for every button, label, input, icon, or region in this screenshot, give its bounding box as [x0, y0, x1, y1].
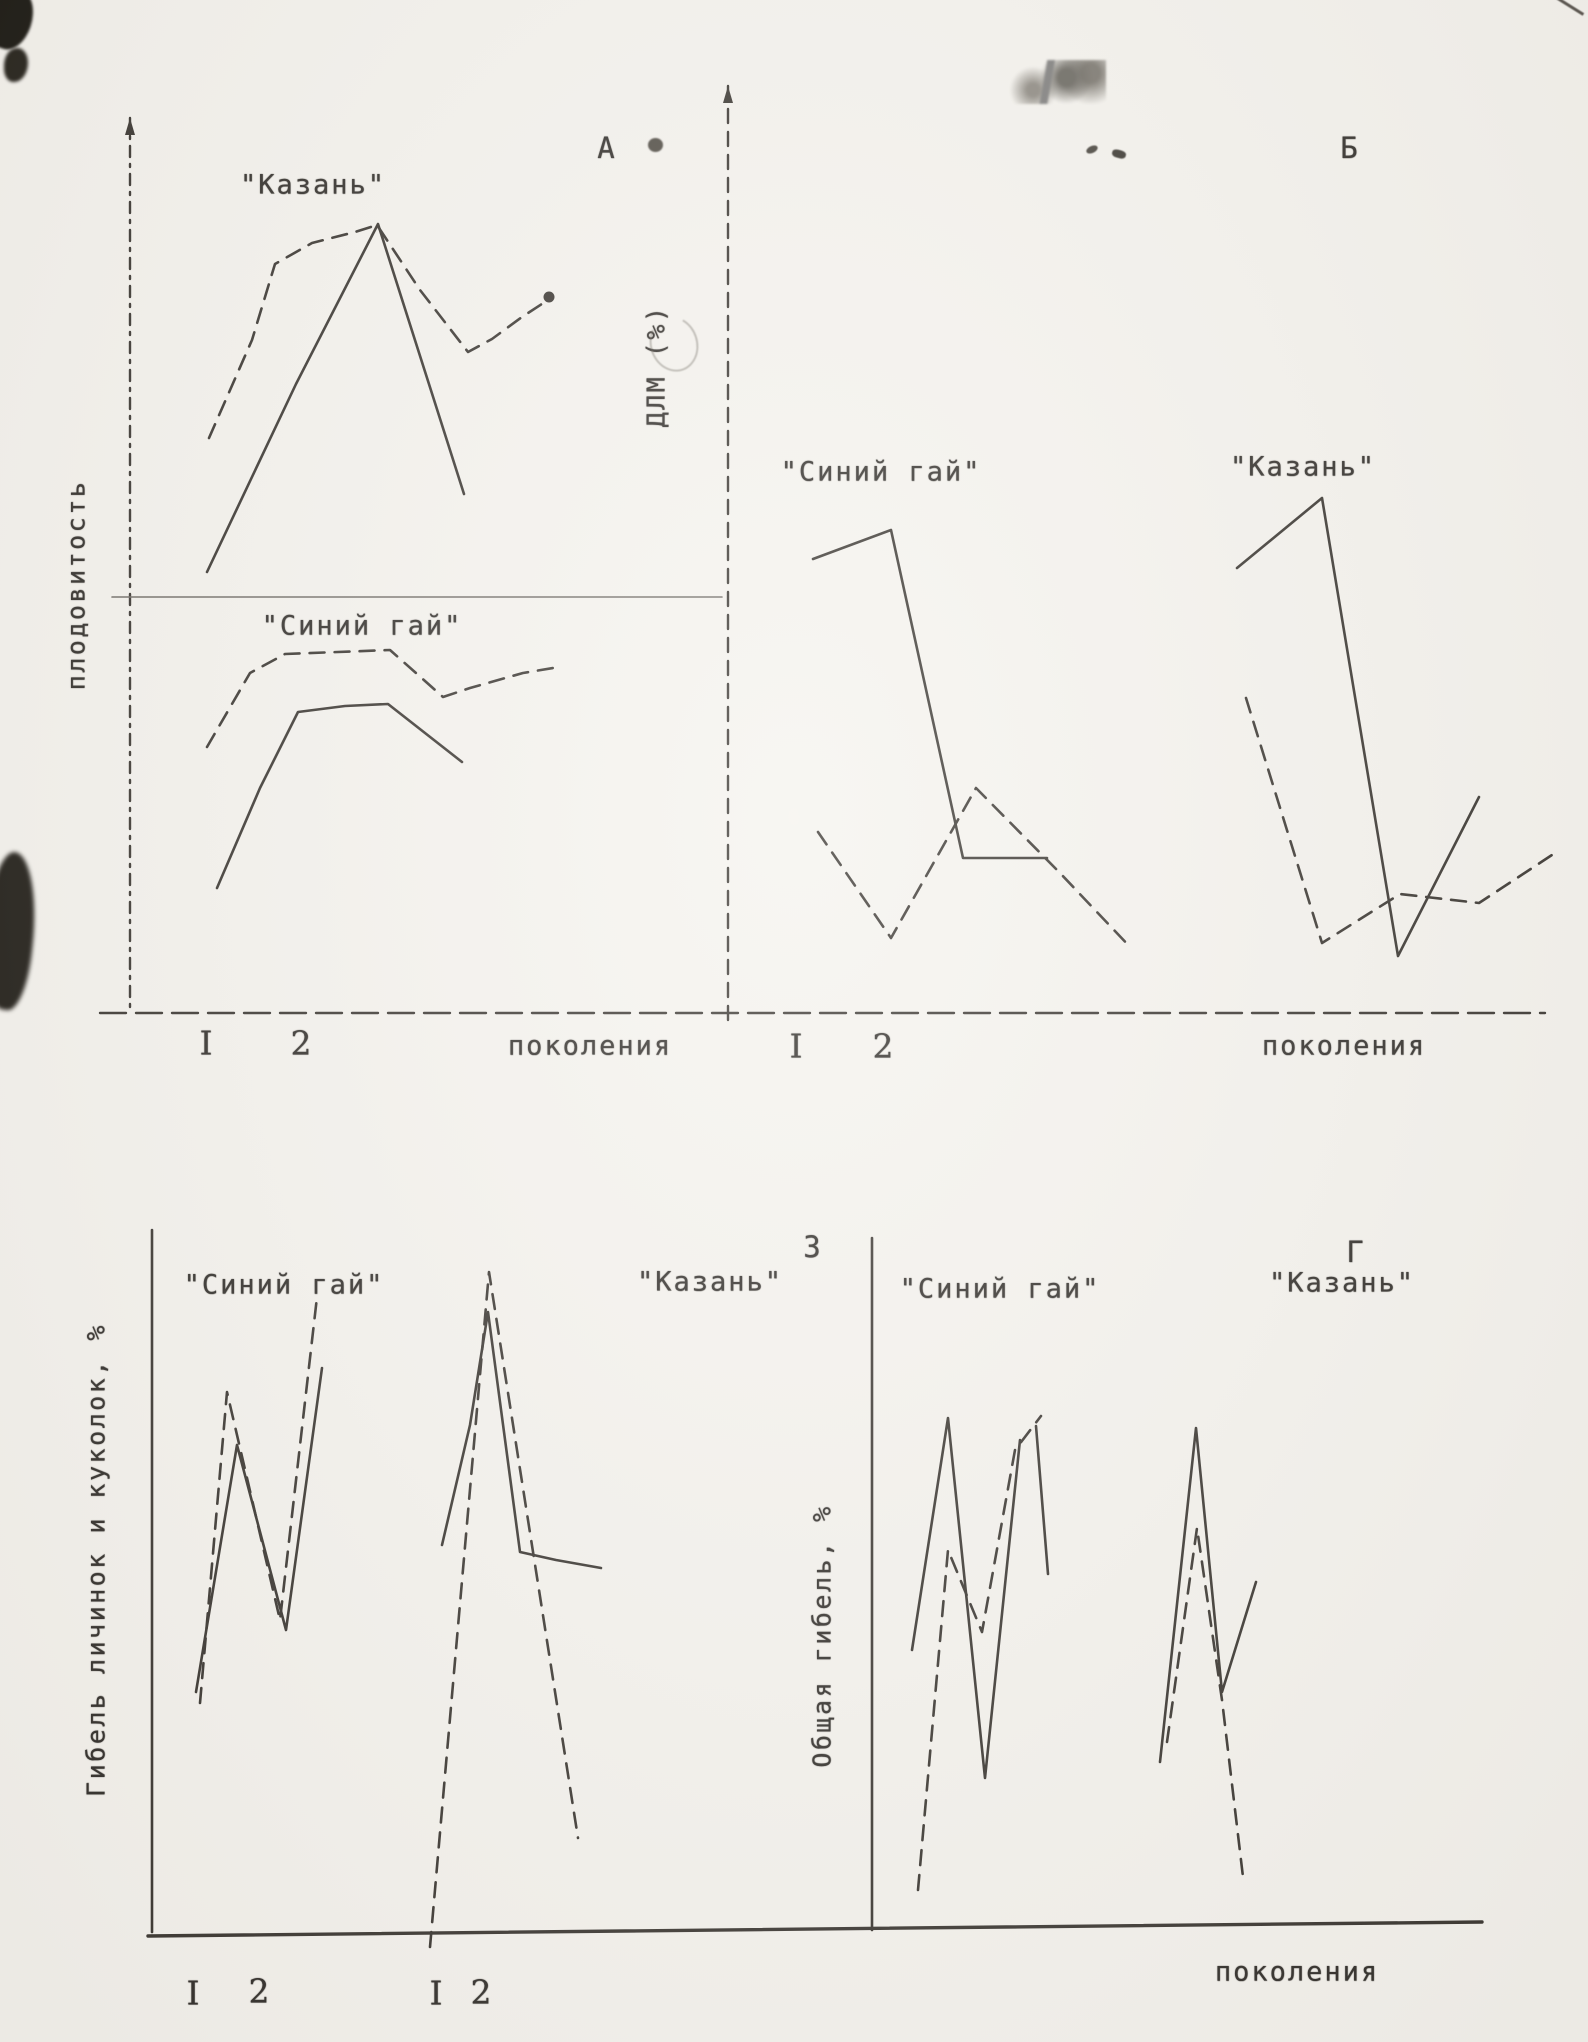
panel-a-x-tick-2: 2: [290, 1023, 312, 1063]
panel-g-kazan-label: "Казань": [1268, 1267, 1416, 1299]
panel-b-kazan-label: "Казань": [1229, 451, 1377, 483]
series-v-kazan-solid: [440, 1310, 603, 1570]
panel-b-x-tick-2: 2: [872, 1026, 894, 1066]
series-g-siniy-solid: [910, 1416, 1022, 1780]
series-a-kazan-dashed-end-dot: [543, 291, 555, 303]
series-a-kazan-dashed: [207, 223, 553, 440]
series-b-siniy-solid: [811, 528, 1049, 860]
panel-a-x-tick-1: I: [199, 1023, 213, 1063]
series-b-kazan-dashed: [1244, 696, 1560, 945]
panel-v-x-tick-4: 2: [470, 1972, 492, 2012]
panel-b-letter: Б: [1340, 131, 1360, 165]
series-b-siniy-dashed: [816, 786, 1133, 950]
panel-a-letter: А: [597, 131, 617, 165]
panel-a-kazan-label: "Казань": [239, 169, 387, 201]
series-a-siniy-solid: [215, 702, 464, 890]
panel-g-siniy-gay-label: "Синий гай": [899, 1273, 1101, 1305]
panel-v-letter: З: [803, 1230, 823, 1264]
axis-arrow-panel-a-y: [125, 118, 135, 135]
series-v-siniy-dashed: [198, 1295, 319, 1705]
panel-g-y-axis-label: Общая гибель, %: [807, 1504, 837, 1768]
panel-a-y-axis-label: плодовитость: [61, 479, 91, 691]
series-g-kazan-solid: [1158, 1426, 1258, 1764]
panel-b-x-axis-label: поколения: [1261, 1030, 1427, 1062]
axis-arrow-panel-b-y: [723, 86, 733, 103]
panel-v-x-tick-2: 2: [248, 1971, 270, 2011]
panel-a-siniy-gay-label: "Синий гай": [261, 610, 463, 642]
series-a-siniy-dashed: [205, 648, 555, 749]
series-v-kazan-dashed: [428, 1270, 580, 1949]
panel-v-y-axis-label: Гибель личинок и куколок, %: [81, 1323, 111, 1797]
panel-v-siniy-gay-label: "Синий гай": [183, 1269, 385, 1301]
series-g-kazan-dashed: [1165, 1526, 1245, 1879]
panel-b-x-tick-1: I: [789, 1026, 803, 1066]
axis-bottom-x: [146, 1920, 1484, 1938]
series-a-kazan-solid: [205, 222, 466, 574]
series-g-siniy-dashed: [916, 1414, 1043, 1892]
panel-g-x-axis-label: поколения: [1214, 1956, 1380, 1988]
panel-b-siniy-gay-label: "Синий гай": [780, 456, 982, 488]
series-g-siniy-solid-tail: [1034, 1424, 1050, 1576]
panel-b-y-axis-label: ДЛМ (%): [641, 304, 671, 428]
panel-a-x-axis-label: поколения: [507, 1030, 673, 1062]
panel-g-letter: Г: [1346, 1235, 1366, 1269]
panel-v-x-tick-1: I: [186, 1973, 200, 2013]
panel-v-kazan-label: "Казань": [636, 1266, 784, 1298]
series-b-kazan-solid: [1235, 496, 1481, 958]
series-v-siniy-solid: [194, 1366, 324, 1694]
panel-v-x-tick-3: I: [429, 1973, 443, 2013]
